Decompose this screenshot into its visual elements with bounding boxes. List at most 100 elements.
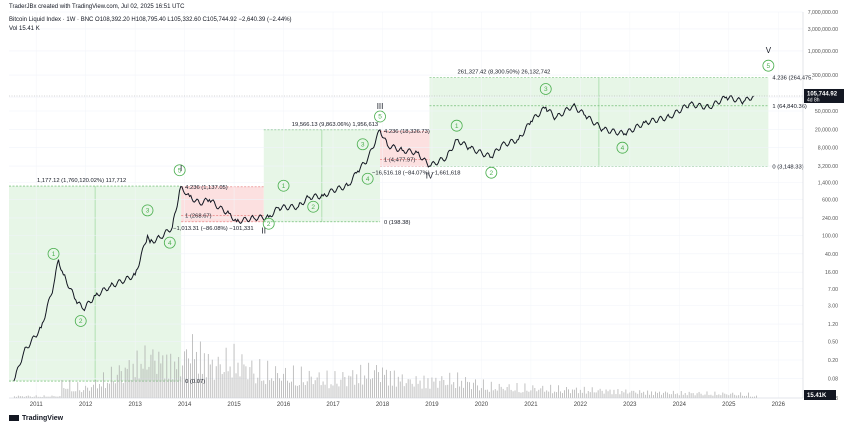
volume-bar [613,389,615,398]
volume-bar [560,391,562,398]
volume-bar [382,367,383,398]
volume-bar [391,385,393,398]
volume-bar [287,380,288,398]
volume-bar [581,392,583,398]
volume-bar [168,378,170,398]
volume-bar [540,388,542,398]
y-tick-label: 20,000.00 [815,127,838,133]
volume-bar [290,381,292,398]
wave-label-circle [361,172,374,185]
wave-label-circle [163,236,176,249]
wave-label: 2 [267,221,271,228]
volume-bar [251,360,253,398]
wave-label-circle [47,247,60,260]
volume-bar [378,372,379,398]
volume-bar [164,378,166,398]
zone-top-label: 1,177.12 (1,760,120.02%) 117,712 [37,178,126,184]
last-price-countdown: 4d 8h [807,97,820,103]
wave-label: 4 [168,240,172,247]
volume-bar [670,394,672,398]
volume-bar [413,386,415,398]
y-tick-label: 600.00 [822,198,838,204]
volume-bar [672,390,674,398]
volume-bar [352,370,354,398]
volume-bar [356,374,358,398]
volume-bar [401,374,403,398]
y-tick-label: 7,000,000.00 [808,10,838,16]
volume-bar [289,382,290,398]
x-tick-label: 2024 [673,402,687,408]
y-tick-label: 16.00 [825,270,838,276]
volume-bar [55,396,57,398]
price-line-group [13,95,754,382]
volume-bar [653,395,655,398]
volume-bar [558,385,560,398]
volume-bar [340,379,342,398]
volume-bar [748,392,749,398]
volume-bar [23,396,25,398]
volume-bar [328,388,330,398]
volume-bar [423,375,425,398]
volume-bar [657,392,658,398]
volume-bar [417,383,419,398]
volume-bar [609,389,611,398]
volume-bar [459,386,461,398]
volume-bar [601,390,603,398]
volume-bar [661,394,662,398]
volume-bar [59,396,61,398]
price-line[interactable] [13,95,754,382]
y-tick-label: 50,000.00 [815,109,838,115]
volume-bar [235,373,237,398]
volume-bar [160,363,162,398]
volume-tag[interactable] [804,390,836,400]
volume-bar [492,390,494,398]
volume-bar [465,377,467,398]
volume-bar [678,395,680,398]
zone-top-label: 19,566.13 (9,863.06%) 1,956,613 [292,122,378,128]
tradingview-logo[interactable]: TradingView [9,415,63,422]
volume-bar [742,395,744,398]
volume-bar [498,383,500,398]
volume-bar [407,379,409,398]
x-tick-label: 2018 [376,402,390,408]
volume-bar [524,383,526,398]
volume-bar [649,394,651,398]
volume-bar [534,387,536,398]
volume-bar [475,379,476,398]
volume-bar [641,392,643,398]
volume-bar [562,393,563,398]
volume-bar [146,369,148,398]
volume-bar [387,385,389,398]
y-tick-label: 240.00 [822,216,838,222]
volume-bar [684,392,686,398]
volume-bar [332,385,334,398]
volume-bar [318,372,320,398]
volume-bar [73,391,75,398]
x-tick-label: 2021 [524,402,538,408]
volume-bar [261,380,263,398]
volume-bar [255,383,257,398]
volume-bar [655,391,656,398]
volume-bar [403,386,405,398]
volume-bar [599,388,601,398]
volume-bar [488,391,490,398]
volume-bar [316,377,318,398]
volume-bar [130,379,132,398]
volume-bar [174,361,176,398]
volume-bar [421,388,423,398]
volume-bar [237,362,239,398]
volume-bar [577,393,579,398]
fib-label: 4.236 (264,475. [772,76,813,82]
volume-bar [405,383,407,398]
volume-bar [575,387,577,398]
wave-label-circle [539,83,552,95]
volume-bar [698,391,700,398]
last-price-tag[interactable] [804,88,844,103]
volume-bar [132,363,134,398]
volume-bar [374,370,375,398]
volume-bar [696,393,698,398]
volume-bar [728,395,730,398]
volume-bar [120,371,122,398]
volume-bar [548,391,550,398]
